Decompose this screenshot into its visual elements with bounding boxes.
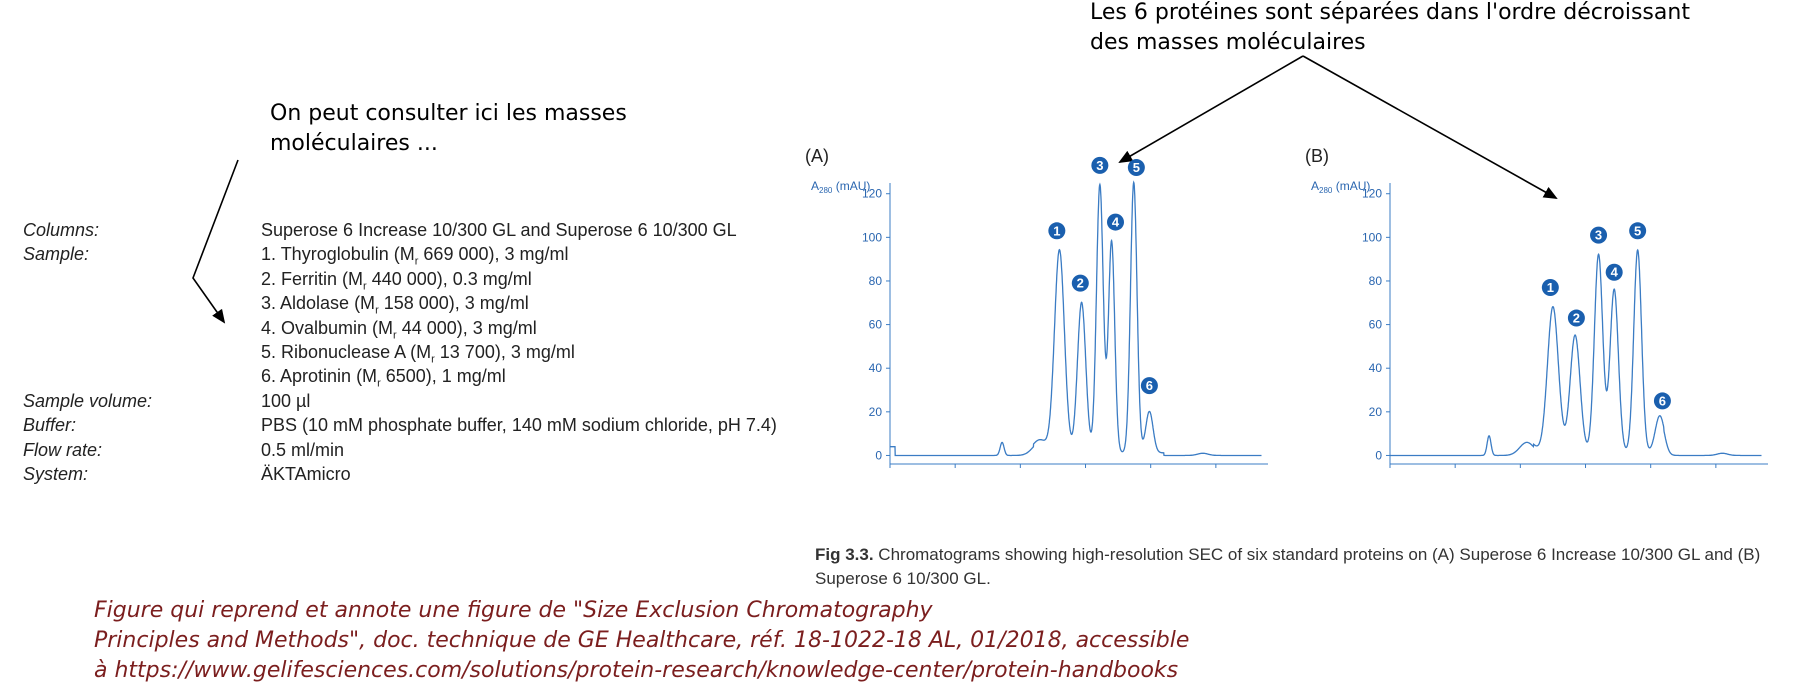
peak-marker bbox=[1567, 309, 1585, 327]
peak-marker bbox=[1653, 392, 1671, 410]
peak-label: 3 bbox=[1595, 228, 1602, 243]
spec-label: System: bbox=[23, 464, 89, 484]
y-tick-label: 120 bbox=[1362, 187, 1382, 201]
y-tick-label: 0 bbox=[875, 448, 882, 462]
peak-label: 4 bbox=[1112, 215, 1120, 230]
peak-label: 2 bbox=[1573, 311, 1580, 326]
y-tick-label: 60 bbox=[1369, 318, 1383, 332]
y-tick-label: 40 bbox=[869, 361, 883, 375]
annotation-separation-order: Les 6 protéines sont séparées dans l'ord… bbox=[1090, 0, 1690, 58]
credit-line-1: Figure qui reprend et annote une figure … bbox=[94, 598, 933, 623]
peak-marker bbox=[1071, 274, 1089, 292]
spec-value: 0.5 ml/min bbox=[261, 439, 345, 460]
spec-label: Flow rate: bbox=[23, 439, 103, 460]
spec-value: 100 µl bbox=[261, 390, 311, 411]
peak-marker bbox=[1629, 222, 1647, 240]
spec-value: PBS (10 mM phosphate buffer, 140 mM sodi… bbox=[261, 415, 777, 436]
credit-line-3: à https://www.gelifesciences.com/solutio… bbox=[94, 658, 1179, 683]
caption-number: Fig 3.3. bbox=[815, 545, 874, 564]
peak-label: 3 bbox=[1096, 158, 1103, 173]
peak-marker bbox=[1091, 156, 1109, 174]
annotation-line-2: moléculaires ... bbox=[270, 131, 438, 156]
annotation-line-1: Les 6 protéines sont séparées dans l'ord… bbox=[1090, 0, 1690, 25]
chromatogram-b: (B)A280 (mAU)0204060801001200.05.010.015… bbox=[1305, 146, 1768, 468]
y-tick-label: 20 bbox=[1369, 405, 1383, 419]
credit-line-2: Principles and Methods", doc. technique … bbox=[94, 628, 1190, 653]
peak-marker bbox=[1127, 159, 1145, 177]
panel-label: (B) bbox=[1305, 146, 1329, 166]
peak-marker bbox=[1048, 222, 1066, 240]
y-tick-label: 40 bbox=[1369, 361, 1383, 375]
chromatogram-a: (A)A280 (mAU)0204060801001200.05.010.015… bbox=[805, 146, 1268, 468]
y-tick-label: 80 bbox=[1369, 274, 1383, 288]
spec-value: 3. Aldolase (Mr 158 000), 3 mg/ml bbox=[261, 293, 529, 317]
annotation-molecular-masses: On peut consulter ici les masses molécul… bbox=[270, 99, 627, 159]
spec-label: Sample volume: bbox=[23, 390, 153, 411]
spec-label: Buffer: bbox=[23, 415, 77, 436]
annotation-line-1: On peut consulter ici les masses bbox=[270, 101, 627, 126]
arrow-to-specs bbox=[192, 159, 239, 324]
peak-marker bbox=[1140, 377, 1158, 395]
peak-marker bbox=[1590, 226, 1608, 244]
chromatogram-trace bbox=[1390, 248, 1762, 457]
y-tick-label: 0 bbox=[1375, 448, 1382, 462]
spec-value: 1. Thyroglobulin (Mr 669 000), 3 mg/ml bbox=[261, 244, 569, 268]
peak-label: 5 bbox=[1133, 160, 1140, 175]
y-tick-label: 100 bbox=[862, 230, 882, 244]
spec-value: 4. Ovalbumin (Mr 44 000), 3 mg/ml bbox=[261, 317, 537, 342]
annotation-line-2: des masses moléculaires bbox=[1090, 30, 1366, 55]
y-axis-title: A280 (mAU) bbox=[811, 179, 870, 195]
peak-marker bbox=[1541, 279, 1559, 297]
peak-label: 6 bbox=[1659, 393, 1666, 408]
y-tick-label: 20 bbox=[869, 405, 883, 419]
y-tick-label: 120 bbox=[862, 187, 882, 201]
y-tick-label: 100 bbox=[1362, 230, 1382, 244]
spec-value: Superose 6 Increase 10/300 GL and Supero… bbox=[261, 220, 737, 240]
panel-label: (A) bbox=[805, 146, 829, 166]
source-credit: Figure qui reprend et annote une figure … bbox=[94, 596, 1189, 686]
peak-marker bbox=[1605, 263, 1623, 281]
peak-label: 6 bbox=[1146, 378, 1153, 393]
peak-label: 5 bbox=[1634, 223, 1641, 238]
peak-label: 2 bbox=[1077, 276, 1084, 291]
figure-caption: Fig 3.3. Chromatograms showing high-reso… bbox=[815, 543, 1790, 591]
y-axis-title: A280 (mAU) bbox=[1311, 179, 1370, 195]
y-tick-label: 60 bbox=[869, 318, 883, 332]
peak-label: 1 bbox=[1053, 223, 1060, 238]
chromatogram-trace bbox=[890, 180, 1262, 457]
peak-marker bbox=[1106, 213, 1124, 231]
caption-text: Chromatograms showing high-resolution SE… bbox=[815, 545, 1761, 588]
spec-value: 2. Ferritin (Mr 440 000), 0.3 mg/ml bbox=[261, 268, 532, 293]
spec-value: ÄKTAmicro bbox=[261, 464, 351, 484]
y-tick-label: 80 bbox=[869, 274, 883, 288]
spec-value: 6. Aprotinin (Mr 6500), 1 mg/ml bbox=[261, 366, 506, 390]
spec-label: Sample: bbox=[23, 244, 90, 265]
peak-label: 4 bbox=[1611, 265, 1619, 280]
spec-label: Columns: bbox=[23, 220, 100, 240]
spec-value: 5. Ribonuclease A (Mr 13 700), 3 mg/ml bbox=[261, 342, 575, 366]
peak-label: 1 bbox=[1547, 280, 1554, 295]
